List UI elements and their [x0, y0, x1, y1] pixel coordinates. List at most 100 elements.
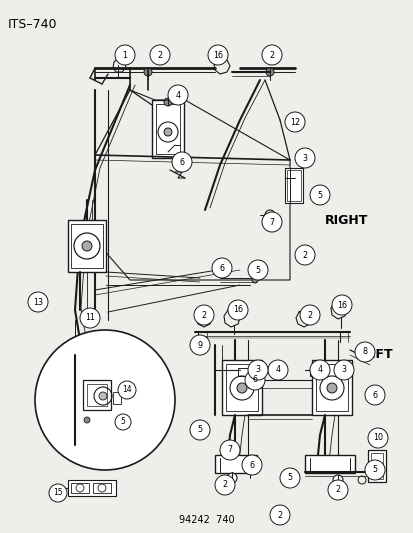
Text: 4: 4 [317, 366, 322, 375]
Circle shape [144, 68, 152, 76]
Text: 2: 2 [269, 51, 274, 60]
Text: 5: 5 [120, 417, 125, 426]
Circle shape [261, 45, 281, 65]
Text: 1: 1 [122, 51, 127, 60]
Text: 2: 2 [222, 481, 227, 489]
Text: 2: 2 [277, 511, 282, 520]
Text: 2: 2 [302, 251, 307, 260]
Text: 8: 8 [362, 348, 367, 357]
Bar [304, 455, 354, 473]
Text: 5: 5 [372, 465, 377, 474]
Text: 4: 4 [175, 91, 180, 100]
Circle shape [279, 468, 299, 488]
Text: 7: 7 [269, 217, 274, 227]
Circle shape [364, 460, 384, 480]
Circle shape [194, 305, 214, 325]
Bar [68, 220, 106, 272]
Circle shape [150, 45, 170, 65]
Circle shape [267, 360, 287, 380]
Bar [83, 380, 111, 410]
Circle shape [171, 152, 192, 172]
Text: 6: 6 [252, 376, 257, 384]
Bar [225, 364, 257, 411]
Text: LEFT: LEFT [359, 349, 393, 361]
Circle shape [261, 212, 281, 232]
Circle shape [115, 45, 135, 65]
Circle shape [327, 480, 347, 500]
Bar [315, 364, 347, 411]
Circle shape [82, 241, 92, 251]
Text: 6: 6 [179, 157, 184, 166]
Circle shape [294, 245, 314, 265]
Circle shape [219, 440, 240, 460]
Bar [221, 360, 261, 415]
Text: 2: 2 [201, 311, 206, 319]
Text: 94242  740: 94242 740 [179, 515, 234, 525]
Circle shape [35, 330, 175, 470]
Circle shape [332, 475, 342, 485]
Circle shape [228, 300, 247, 320]
Text: 7: 7 [227, 446, 232, 455]
Text: 15: 15 [53, 489, 63, 497]
Text: 5: 5 [255, 265, 260, 274]
Circle shape [211, 258, 231, 278]
Text: 16: 16 [336, 301, 346, 310]
Circle shape [168, 85, 188, 105]
Text: 3: 3 [302, 154, 307, 163]
Circle shape [115, 414, 131, 430]
Text: ITS–740: ITS–740 [8, 18, 57, 31]
Bar [71, 224, 103, 268]
Bar [214, 455, 256, 473]
Text: 2: 2 [157, 51, 162, 60]
Text: 14: 14 [122, 385, 131, 394]
Circle shape [99, 392, 107, 400]
Text: 2: 2 [307, 311, 312, 319]
Circle shape [164, 128, 171, 136]
Bar [237, 368, 247, 376]
Circle shape [333, 360, 353, 380]
Circle shape [242, 455, 261, 475]
Circle shape [266, 68, 273, 76]
Bar [156, 104, 180, 154]
Bar [87, 384, 107, 406]
Circle shape [214, 475, 235, 495]
Bar [284, 168, 302, 203]
Circle shape [190, 420, 209, 440]
Circle shape [80, 308, 100, 328]
Circle shape [309, 360, 329, 380]
Bar [93, 483, 111, 493]
Text: 6: 6 [219, 263, 224, 272]
Circle shape [28, 292, 48, 312]
Circle shape [331, 295, 351, 315]
Circle shape [207, 45, 228, 65]
Text: 11: 11 [85, 313, 95, 322]
Bar [286, 170, 300, 201]
Circle shape [252, 277, 257, 283]
Text: 5: 5 [197, 425, 202, 434]
Text: 13: 13 [33, 297, 43, 306]
Bar [311, 360, 351, 415]
Text: 12: 12 [289, 117, 299, 126]
Circle shape [236, 383, 247, 393]
Bar [367, 450, 385, 482]
Text: RIGHT: RIGHT [324, 214, 368, 227]
Circle shape [245, 466, 254, 474]
Text: 2: 2 [335, 486, 340, 495]
Text: 6: 6 [249, 461, 254, 470]
Circle shape [49, 484, 67, 502]
Bar [68, 480, 116, 496]
Circle shape [164, 98, 171, 106]
Circle shape [269, 505, 289, 525]
Text: 9: 9 [197, 341, 202, 350]
Circle shape [354, 342, 374, 362]
Circle shape [247, 360, 267, 380]
Circle shape [364, 385, 384, 405]
Circle shape [294, 148, 314, 168]
Text: 3: 3 [341, 366, 346, 375]
Bar [152, 100, 183, 158]
Circle shape [284, 112, 304, 132]
Bar [370, 453, 382, 479]
Text: 5: 5 [287, 473, 292, 482]
Text: 4: 4 [275, 366, 280, 375]
Text: 16: 16 [212, 51, 223, 60]
